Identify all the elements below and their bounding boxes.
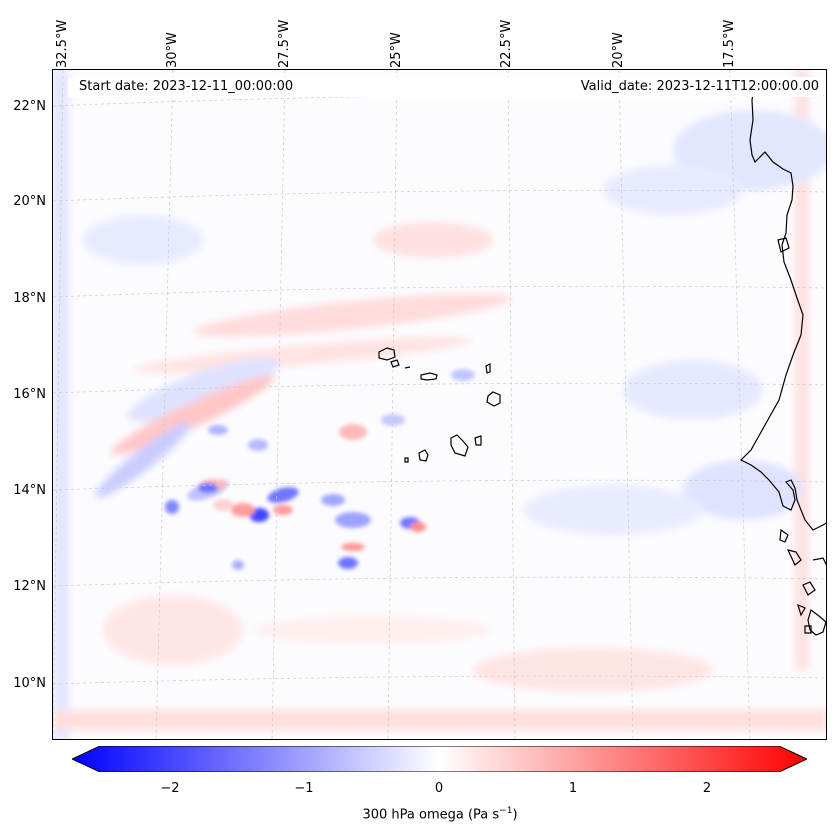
- colorbar-label: 300 hPa omega (Pa s−1): [0, 806, 837, 822]
- lon-label-25w: 25°W: [389, 32, 404, 68]
- colorbar-label-close: ): [512, 807, 518, 823]
- lat-label-10n: 10°N: [13, 676, 46, 691]
- lon-label-27-5w: 27.5°W: [277, 19, 292, 68]
- colorbar: [72, 746, 807, 772]
- lat-label-16n: 16°N: [13, 387, 46, 402]
- colorbar-tick-label: 1: [568, 781, 578, 796]
- lon-label-17-5w: 17.5°W: [722, 19, 737, 68]
- start-date-value: 2023-12-11_00:00:00: [152, 79, 294, 94]
- lat-label-20n: 20°N: [13, 194, 46, 209]
- colorbar-label-text: 300 hPa omega (Pa s: [362, 807, 500, 823]
- graticule: [53, 70, 826, 739]
- map-panel: Start date: 2023-12-11_00:00:00 Valid_da…: [52, 69, 827, 740]
- colorbar-tick-label: 0: [434, 781, 444, 796]
- lon-label-32-5w: 32.5°W: [55, 19, 70, 68]
- west-edge-band: [53, 70, 69, 739]
- colorbar-ramp: [72, 746, 807, 772]
- cape-verde-islands: [378, 347, 501, 463]
- colorbar-label-exponent: −1: [499, 806, 513, 816]
- lon-label-22-5w: 22.5°W: [499, 19, 514, 68]
- lat-label-22n: 22°N: [13, 99, 46, 114]
- colorbar-tick-label: 2: [702, 781, 712, 796]
- colorbar-tick-label: −2: [160, 781, 180, 796]
- lat-label-14n: 14°N: [13, 483, 46, 498]
- lat-label-12n: 12°N: [13, 579, 46, 594]
- start-date-text: Start date: 2023-12-11_00:00:00: [79, 77, 293, 97]
- colorbar-tick-label: −1: [294, 781, 314, 796]
- lon-label-20w: 20°W: [611, 32, 626, 68]
- valid-date-value: 2023-12-11T12:00:00.00: [656, 79, 819, 94]
- lon-label-30w: 30°W: [165, 32, 180, 68]
- omega-shading: [53, 70, 826, 739]
- omega-field: [53, 70, 826, 739]
- start-date-label: Start date:: [79, 79, 149, 94]
- convective-cells: [165, 369, 475, 570]
- south-edge-band: [53, 710, 826, 730]
- info-bar: Start date: 2023-12-11_00:00:00 Valid_da…: [68, 77, 823, 97]
- valid-date-label: Valid_date:: [580, 79, 653, 94]
- lat-label-18n: 18°N: [13, 291, 46, 306]
- valid-date-text: Valid_date: 2023-12-11T12:00:00.00: [581, 77, 819, 97]
- west-africa-coastline: [739, 80, 826, 636]
